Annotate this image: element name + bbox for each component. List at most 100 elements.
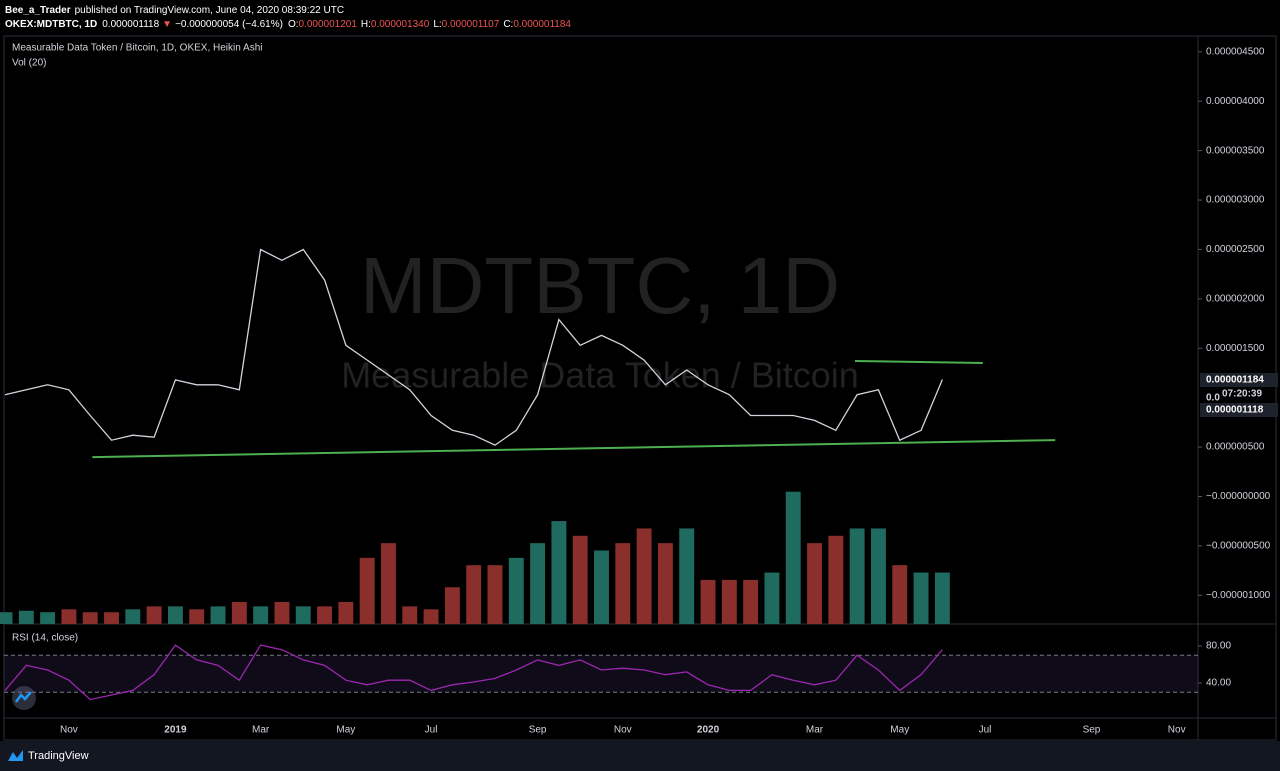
price-label: 0.000001118 bbox=[1206, 405, 1264, 416]
price-label: 0.0 bbox=[1206, 393, 1220, 404]
rsi-tick-label: 80.00 bbox=[1206, 641, 1231, 652]
volume-bar bbox=[466, 565, 482, 624]
symbol: OKEX:MDTBTC, 1D bbox=[5, 19, 97, 30]
published: published on TradingView.com, June 04, 2… bbox=[75, 5, 344, 16]
price-tick-label: 0.000003000 bbox=[1206, 195, 1265, 206]
rsi-tick-label: 40.00 bbox=[1206, 678, 1231, 689]
ohlc-value: 0.000001201 bbox=[299, 19, 358, 30]
volume-bar bbox=[551, 521, 567, 624]
volume-bar bbox=[913, 572, 929, 624]
ohlc-label: C: bbox=[503, 19, 513, 30]
trendline bbox=[92, 439, 1056, 459]
price-tick-label: 0.000004500 bbox=[1206, 46, 1265, 57]
volume-bar bbox=[807, 543, 822, 624]
volume-bar bbox=[636, 528, 652, 624]
last: 0.000001118 bbox=[102, 19, 159, 30]
volume-bar bbox=[849, 528, 865, 624]
watermark-symbol: MDTBTC, 1D bbox=[360, 241, 840, 330]
volume-bar bbox=[253, 606, 269, 624]
volume-bar bbox=[210, 606, 226, 624]
footer-brand: TradingView bbox=[28, 750, 89, 762]
price-tick-label: −0.000000000 bbox=[1206, 491, 1271, 502]
x-tick-label: Mar bbox=[252, 725, 270, 736]
volume-bar bbox=[125, 609, 141, 624]
price-tick-label: 0.000003500 bbox=[1206, 145, 1265, 156]
volume-bar bbox=[870, 528, 886, 624]
volume-bar bbox=[487, 565, 503, 624]
ohlc-value: 0.000001107 bbox=[442, 19, 500, 30]
ohlc-value: 0.000001340 bbox=[371, 19, 430, 30]
volume-bar bbox=[338, 601, 354, 624]
volume-bar bbox=[40, 612, 56, 624]
rsi-band bbox=[4, 655, 1198, 693]
volume-bar bbox=[231, 601, 247, 624]
legend-main: Measurable Data Token / Bitcoin, 1D, OKE… bbox=[12, 43, 263, 54]
volume-bar bbox=[189, 609, 205, 624]
x-tick-label: 2019 bbox=[164, 725, 187, 736]
x-tick-label: Nov bbox=[60, 725, 78, 736]
volume-bar bbox=[679, 528, 695, 624]
price-tick-label: 0.000004000 bbox=[1206, 96, 1265, 107]
x-tick-label: Nov bbox=[614, 725, 632, 736]
price-tick-label: 0.000000500 bbox=[1206, 442, 1265, 453]
x-tick-label: May bbox=[336, 725, 355, 736]
legend-volume: Vol (20) bbox=[12, 58, 46, 69]
volume-bar bbox=[572, 535, 588, 624]
volume-bar bbox=[61, 609, 77, 624]
volume-bar bbox=[18, 610, 34, 624]
price-tick-label: 0.000002000 bbox=[1206, 294, 1265, 305]
ohlc-label: L: bbox=[433, 19, 441, 30]
price-label-box bbox=[1200, 403, 1278, 417]
volume-bar bbox=[785, 491, 801, 624]
symbol-line: OKEX:MDTBTC, 1D 0.000001118 ▼ −0.000000054 … bbox=[5, 19, 571, 30]
ohlc-value: 0.000001184 bbox=[513, 19, 571, 30]
volume-bar bbox=[444, 587, 460, 624]
x-tick-label: May bbox=[890, 725, 909, 736]
watermark-name: Measurable Data Token / Bitcoin bbox=[341, 355, 859, 396]
volume-bar bbox=[295, 606, 311, 624]
author: Bee_a_Trader bbox=[5, 5, 71, 16]
price-label: 07:20:39 bbox=[1222, 389, 1262, 400]
price-label-box bbox=[1200, 373, 1278, 387]
volume-bar bbox=[317, 606, 333, 624]
ohlc-label: O: bbox=[288, 19, 299, 30]
volume-bar bbox=[359, 557, 375, 624]
price-tick-label: −0.000000500 bbox=[1206, 541, 1271, 552]
volume-bar bbox=[423, 609, 439, 624]
ohlc-label: H: bbox=[361, 19, 371, 30]
volume-bar bbox=[721, 579, 737, 624]
volume-bar bbox=[82, 612, 98, 624]
volume-bar bbox=[700, 579, 716, 624]
volume-bar bbox=[0, 612, 13, 624]
volume-bar bbox=[743, 579, 759, 624]
price-tick-label: 0.000001500 bbox=[1206, 343, 1265, 354]
x-tick-label: Jul bbox=[425, 725, 438, 736]
chart-frame bbox=[3, 35, 1277, 741]
volume-bar bbox=[104, 612, 119, 624]
publish-line: Bee_a_Trader published on TradingView.com… bbox=[5, 5, 344, 16]
x-tick-label: Sep bbox=[529, 725, 547, 736]
volume-bar bbox=[615, 543, 631, 624]
volume-bar bbox=[764, 572, 780, 624]
volume-bar bbox=[934, 572, 950, 624]
change: −0.000000054 (−4.61%) bbox=[175, 19, 283, 30]
volume-bar bbox=[167, 606, 183, 624]
x-tick-label: Sep bbox=[1083, 725, 1101, 736]
volume-bar bbox=[828, 535, 844, 624]
volume-bar bbox=[402, 606, 418, 624]
x-tick-label: Mar bbox=[806, 725, 824, 736]
footer-logo bbox=[8, 750, 23, 761]
trendline bbox=[854, 360, 983, 364]
volume-bar bbox=[657, 543, 673, 624]
legend-rsi: RSI (14, close) bbox=[12, 633, 78, 644]
price-tick-label: −0.000001000 bbox=[1206, 590, 1271, 601]
volume-bar bbox=[381, 543, 396, 624]
volume-bar bbox=[508, 557, 524, 624]
volume-bar bbox=[530, 543, 546, 624]
arrow: ▼ bbox=[162, 19, 172, 30]
price-label: 0.000001184 bbox=[1206, 375, 1264, 386]
volume-bar bbox=[892, 565, 908, 624]
volume-bar bbox=[274, 601, 290, 624]
